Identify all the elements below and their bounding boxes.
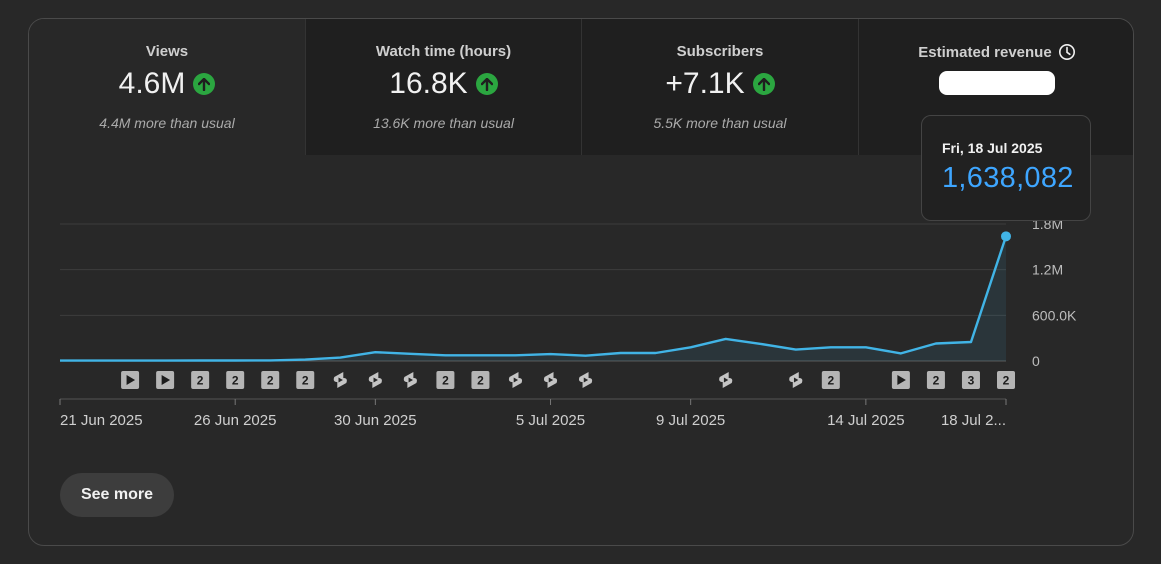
upload-marker-count[interactable]: 3 (961, 371, 980, 389)
upload-marker-short[interactable] (508, 372, 523, 388)
upload-marker-count[interactable]: 2 (926, 371, 945, 389)
x-tick-label: 18 Jul 2... (941, 412, 1006, 429)
upload-marker-count[interactable]: 2 (191, 371, 210, 389)
upload-marker-count[interactable]: 2 (226, 371, 245, 389)
metric-comparison: 5.5K more than usual (653, 115, 787, 131)
metric-comparison: 13.6K more than usual (373, 115, 514, 131)
upload-marker-video[interactable] (891, 371, 910, 389)
upload-count: 2 (302, 374, 309, 388)
metric-label: Subscribers (676, 43, 764, 60)
metric-label: Estimated revenue (918, 44, 1052, 61)
upload-marker-count[interactable]: 2 (471, 371, 490, 389)
upload-marker-short[interactable] (543, 372, 558, 388)
upload-marker-count[interactable]: 2 (436, 371, 455, 389)
upload-count: 3 (968, 374, 975, 388)
upload-marker-short[interactable] (333, 372, 347, 388)
x-tick-label: 26 Jun 2025 (194, 412, 277, 429)
upload-marker-short[interactable] (403, 372, 417, 388)
upload-marker-count[interactable]: 2 (296, 371, 315, 389)
analytics-card: Views 4.6M 4.4M more than usual Watch ti… (28, 18, 1134, 546)
upload-marker-count[interactable]: 2 (821, 371, 840, 389)
upload-count: 2 (477, 374, 484, 388)
upload-marker-short[interactable] (368, 372, 382, 388)
chart-tooltip: Fri, 18 Jul 2025 1,638,082 (921, 115, 1091, 221)
upload-count: 2 (267, 374, 274, 388)
series-line (60, 235, 1008, 362)
metric-tab-subscribers[interactable]: Subscribers +7.1K 5.5K more than usual (582, 19, 859, 155)
arrow-up-icon (475, 73, 498, 95)
metric-label: Watch time (hours) (375, 43, 512, 60)
upload-count: 2 (827, 374, 834, 388)
x-tick-label: 9 Jul 2025 (656, 412, 725, 429)
metric-value: +7.1K (665, 67, 745, 100)
y-tick-label: 1.2M (1032, 262, 1063, 278)
x-tick-label: 30 Jun 2025 (334, 412, 417, 429)
y-tick-label: 0 (1032, 353, 1040, 369)
redacted-value (939, 71, 1055, 95)
arrow-up-icon (752, 73, 775, 95)
x-tick-label: 21 Jun 2025 (60, 412, 143, 429)
metric-label: Views (145, 43, 189, 60)
upload-marker-short[interactable] (578, 372, 593, 388)
upload-marker-count[interactable]: 2 (997, 371, 1015, 389)
clock-icon[interactable] (1058, 43, 1076, 65)
upload-marker-short[interactable] (789, 372, 803, 388)
x-tick-label: 5 Jul 2025 (516, 412, 585, 429)
tooltip-date: Fri, 18 Jul 2025 (942, 140, 1043, 156)
upload-count: 2 (1003, 374, 1010, 388)
upload-count: 2 (232, 374, 239, 388)
arrow-up-icon (193, 73, 216, 95)
upload-marker-video[interactable] (156, 371, 175, 389)
metric-comparison: 4.4M more than usual (99, 115, 235, 131)
upload-count: 2 (197, 374, 204, 388)
metric-value: 16.8K (389, 67, 468, 100)
x-tick-label: 14 Jul 2025 (827, 412, 905, 429)
y-tick-label: 600.0K (1032, 307, 1077, 323)
series-area (60, 236, 1006, 361)
highlight-point (1001, 231, 1011, 242)
metric-tab-watch-time[interactable]: Watch time (hours) 16.8K 13.6K more than… (306, 19, 582, 155)
upload-marker-count[interactable]: 2 (261, 371, 280, 389)
metric-label-row: Estimated revenue (859, 43, 1133, 65)
upload-count: 2 (442, 374, 449, 388)
upload-marker-video[interactable] (121, 371, 140, 389)
metric-tab-views[interactable]: Views 4.6M 4.4M more than usual (29, 19, 306, 155)
upload-count: 2 (933, 374, 940, 388)
metric-value: 4.6M (118, 67, 186, 100)
see-more-button[interactable]: See more (60, 473, 174, 517)
upload-marker-short[interactable] (719, 372, 733, 388)
tooltip-value: 1,638,082 (942, 162, 1074, 194)
